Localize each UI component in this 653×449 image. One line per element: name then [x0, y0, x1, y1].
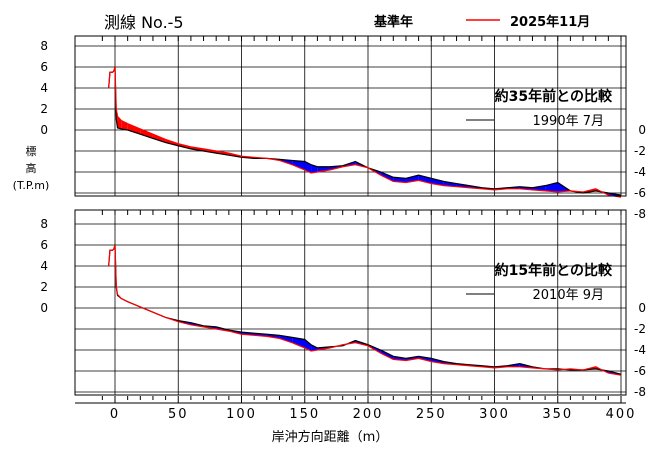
difference-area	[292, 337, 305, 348]
difference-area	[380, 172, 394, 182]
y-tick-label-right: -4	[634, 165, 646, 179]
panel-frame	[74, 209, 627, 396]
y-tick-label-right: -6	[634, 186, 646, 200]
reference-profile-line	[108, 244, 622, 376]
y-tick-label-left: 2	[40, 102, 48, 116]
x-axis-title: 岸沖方向距離（m）	[272, 429, 389, 445]
y-tick-label-left: 8	[40, 217, 48, 231]
compare-profile-line	[108, 66, 622, 196]
x-tick-label: 0	[110, 407, 120, 422]
y-tick-label-right: 0	[638, 123, 646, 137]
difference-area	[117, 116, 122, 129]
panel-title: 約15年前との比較	[495, 262, 613, 279]
chart-background	[75, 36, 626, 395]
x-tick-label: 100	[226, 407, 257, 422]
profile-line-layer	[108, 66, 622, 376]
difference-area	[140, 128, 153, 139]
y-tick-label-left: 4	[40, 81, 48, 95]
x-tick-label: 400	[606, 407, 637, 422]
panel-title: 約35年前との比較	[495, 88, 613, 105]
panel-frame	[74, 35, 627, 197]
y-tick-label-right: -6	[634, 364, 646, 378]
difference-area	[418, 175, 432, 184]
y-tick-label-right: -2	[634, 322, 646, 336]
y-tick-label-right: -8	[634, 207, 646, 221]
legend-entry-reference: 2025年11月	[510, 14, 590, 30]
y-tick-label-left: 6	[40, 238, 48, 252]
x-tick-label: 150	[289, 407, 320, 422]
difference-area	[292, 160, 305, 170]
x-tick-label: 300	[479, 407, 510, 422]
x-tick-label: 250	[416, 407, 447, 422]
y-axis-label-unit: (T.P.m)	[13, 179, 50, 192]
y-tick-label-left: 6	[40, 60, 48, 74]
chart-frame-layer	[74, 19, 627, 404]
difference-area	[317, 166, 331, 172]
y-tick-label-right: 0	[638, 301, 646, 315]
difference-area	[380, 350, 394, 360]
legend-entry-compare: 1990年 7月	[533, 114, 605, 129]
difference-area	[127, 123, 141, 135]
x-tick-label: 50	[168, 407, 189, 422]
y-tick-label-left: 0	[40, 301, 48, 315]
x-tick-label: 200	[353, 407, 384, 422]
x-tick-label: 350	[542, 407, 573, 422]
difference-area	[311, 344, 318, 352]
legend-entry-compare: 2010年 9月	[533, 288, 605, 303]
y-tick-label-right: -2	[634, 144, 646, 158]
difference-area	[152, 134, 166, 143]
reference-profile-line	[108, 66, 622, 198]
y-tick-label-left: 0	[40, 123, 48, 137]
y-tick-label-left: 8	[40, 39, 48, 53]
y-tick-label-left: 4	[40, 259, 48, 273]
y-axis-label-1: 標	[26, 144, 37, 158]
y-tick-label-right: -8	[634, 385, 646, 399]
y-axis-label-2: 高	[26, 161, 37, 175]
chart-title: 測線 No.-5	[104, 13, 184, 32]
legend-label: 基準年	[373, 14, 413, 30]
y-tick-label-left: 2	[40, 280, 48, 294]
y-tick-label-right: -4	[634, 343, 646, 357]
